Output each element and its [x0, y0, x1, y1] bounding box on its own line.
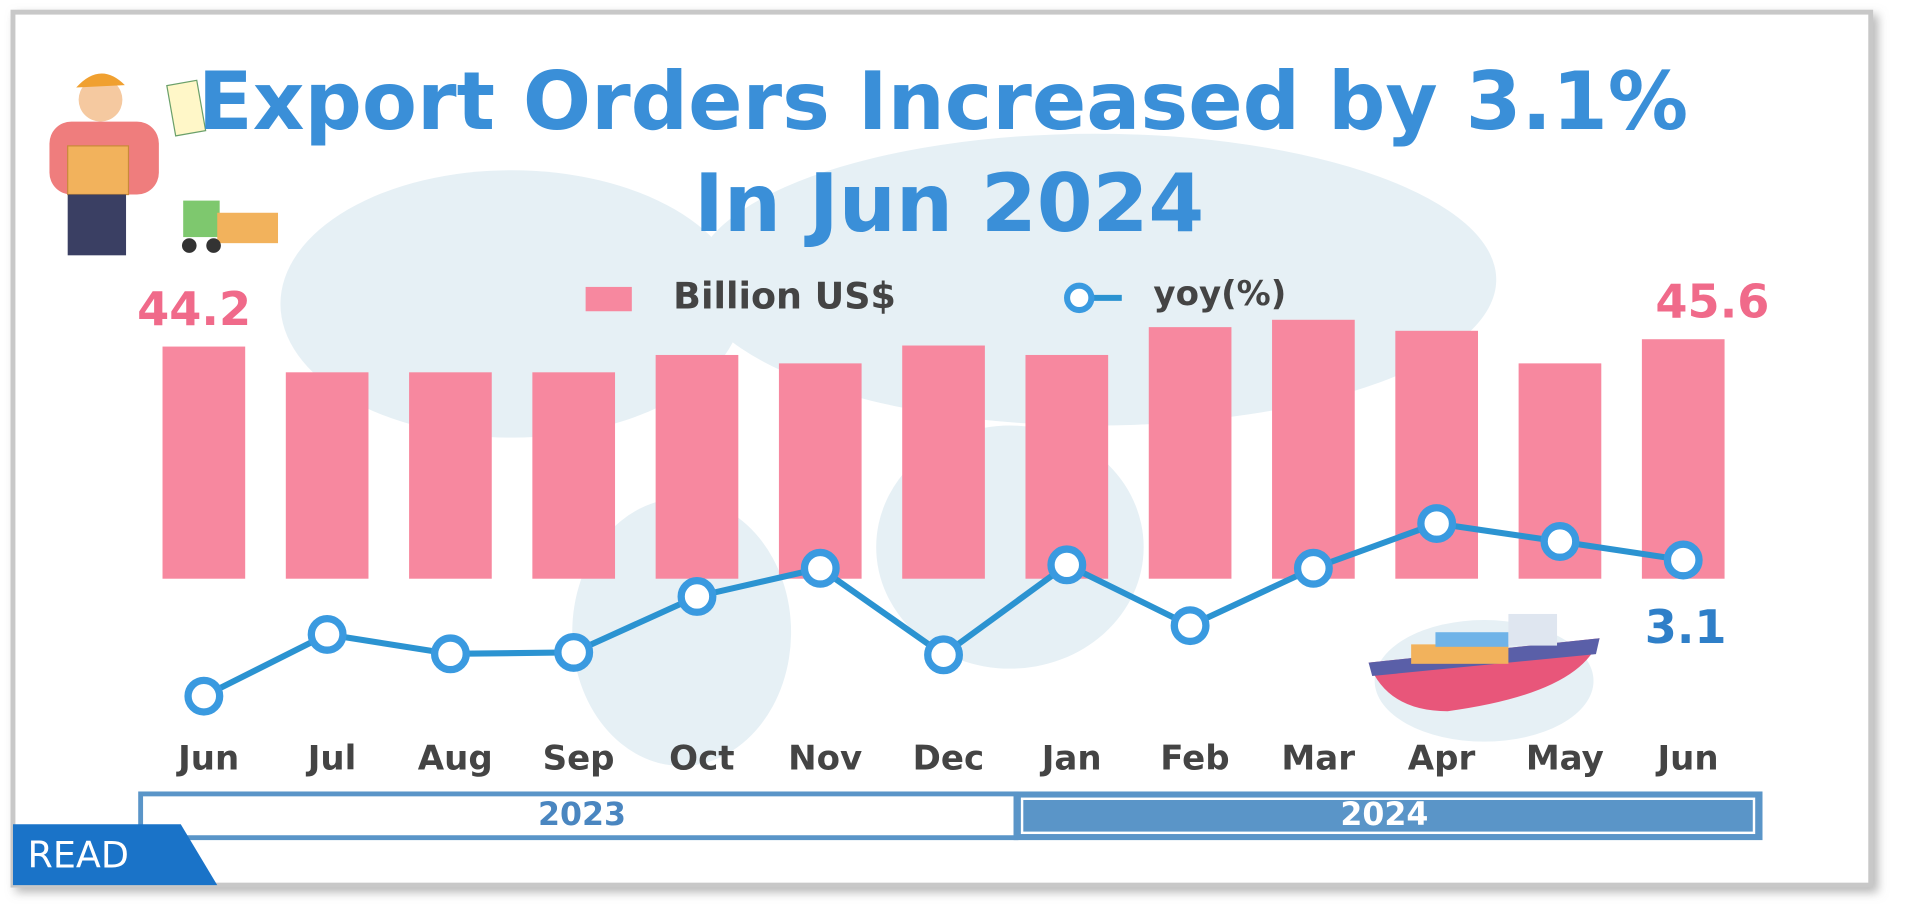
bar [532, 372, 616, 579]
line-marker [1047, 545, 1087, 585]
legend-label: Billion US$ [673, 274, 896, 317]
x-tick-label: Jan [1040, 738, 1102, 778]
bar [1148, 327, 1232, 579]
badge-text: READ [28, 834, 129, 877]
bar [1272, 319, 1355, 579]
line-marker [1293, 548, 1333, 588]
legend-swatch [585, 286, 632, 312]
x-tick-label: May [1526, 738, 1604, 778]
x-tick-label: Jul [306, 738, 357, 778]
bar [409, 372, 492, 579]
legend-swatch [1064, 282, 1095, 314]
x-tick-label: Sep [543, 738, 615, 778]
badge [12, 824, 218, 886]
bar [285, 372, 369, 579]
x-tick-label: Jun [1656, 738, 1719, 778]
bar [902, 345, 985, 579]
line-marker [677, 577, 717, 616]
year-band-inner [1020, 797, 1756, 835]
year-band [138, 791, 1019, 841]
x-tick-label: Jun [176, 738, 239, 778]
bar [162, 346, 246, 579]
year-band [1013, 791, 1763, 841]
line-marker [1170, 606, 1210, 646]
chart-title: Export Orders Increased by 3.1% [198, 55, 1688, 148]
bar [1025, 354, 1109, 579]
bar-value-label: 44.2 [137, 282, 251, 336]
ship-illustration [1368, 613, 1600, 712]
x-tick-label: Oct [669, 738, 734, 778]
line-marker [307, 614, 347, 654]
line-marker [184, 676, 224, 716]
year-label: 2024 [1340, 797, 1428, 833]
x-tick-label: Feb [1160, 738, 1229, 778]
line-marker [554, 632, 594, 672]
line-marker [430, 634, 470, 674]
bar-value-label: 45.6 [1655, 275, 1769, 329]
x-tick-label: Aug [418, 738, 493, 778]
line-marker [1663, 540, 1703, 580]
x-tick-label: Apr [1408, 738, 1476, 778]
bar [655, 354, 739, 579]
line-marker [800, 548, 840, 588]
x-tick-label: Dec [913, 738, 985, 778]
line-value-label: 3.1 [1645, 600, 1727, 654]
legend-label: yoy(%) [1153, 274, 1286, 314]
x-tick-label: Mar [1281, 738, 1355, 778]
line-marker [1417, 504, 1457, 543]
plot: 44.2 45.6 3.1 Jun Jul Aug Sep Oct Nov Dec Jan Feb Ma… [137, 274, 1769, 778]
worker-illustration [49, 73, 279, 256]
line-marker [924, 635, 963, 675]
x-tick-label: Nov [788, 738, 862, 778]
chart-title: In Jun 2024 [694, 157, 1204, 250]
year-label: 2023 [538, 797, 626, 833]
bar [1641, 339, 1725, 579]
line-marker [1540, 522, 1580, 561]
bar [778, 363, 862, 579]
